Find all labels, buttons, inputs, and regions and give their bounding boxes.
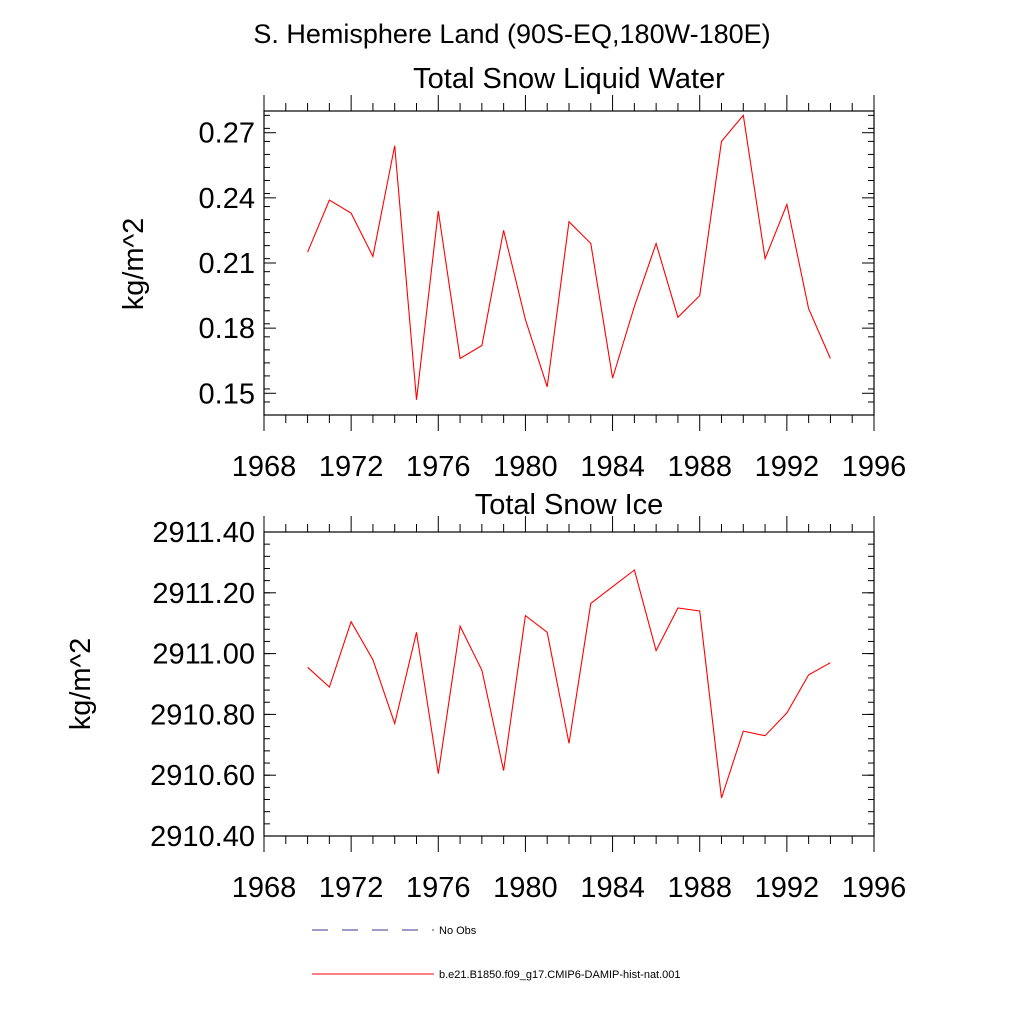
- y-axis-label: kg/m^2: [65, 638, 97, 731]
- x-tick-label: 1980: [493, 451, 558, 483]
- legend-label-model: b.e21.B1850.f09_g17.CMIP6-DAMIP-hist-nat…: [439, 969, 681, 981]
- plot-frame: [263, 110, 875, 416]
- panel-snow-ice: Total Snow Ice kg/m^2 1968 1972 1976 1980 19…: [65, 489, 906, 904]
- x-tick-label: 1992: [755, 872, 820, 904]
- x-tick-label: 1996: [842, 872, 907, 904]
- plot-frame: [263, 531, 875, 837]
- y-tick-label: 0.15: [199, 378, 255, 410]
- series-line: [307, 114, 831, 400]
- y-tick-label: 0.24: [199, 183, 255, 215]
- y-tick-label: 2911.20: [152, 578, 255, 610]
- x-tick-label: 1968: [232, 872, 297, 904]
- y-tick-label: 2910.40: [150, 821, 255, 853]
- y-tick-label: 0.21: [199, 248, 255, 280]
- x-tick-label: 1984: [580, 451, 645, 483]
- y-tick-label: 2910.60: [150, 760, 255, 792]
- y-tick-label: 2911.40: [152, 517, 255, 549]
- panel-title: Total Snow Liquid Water: [413, 63, 725, 95]
- y-tick-label: 2910.80: [150, 699, 255, 731]
- series-line: [307, 569, 831, 799]
- x-tick-label: 1992: [755, 451, 820, 483]
- x-tick-label: 1996: [842, 451, 907, 483]
- figure-title: S. Hemisphere Land (90S-EQ,180W-180E): [253, 19, 770, 49]
- panel-snow-liquid-water: Total Snow Liquid Water kg/m^2 1968 1972 1…: [118, 63, 906, 483]
- x-tick-label: 1976: [406, 872, 471, 904]
- y-tick-label: 0.27: [199, 118, 255, 150]
- x-tick-label: 1972: [319, 872, 384, 904]
- y-tick-label: 2911.00: [152, 639, 255, 671]
- x-tick-label: 1972: [319, 451, 384, 483]
- x-tick-label: 1980: [493, 872, 558, 904]
- x-tick-label: 1976: [406, 451, 471, 483]
- legend-label-no-obs: No Obs: [439, 925, 477, 937]
- x-tick-label: 1988: [667, 451, 732, 483]
- legend: No Obs b.e21.B1850.f09_g17.CMIP6-DAMIP-h…: [312, 925, 681, 981]
- y-axis-label: kg/m^2: [118, 218, 150, 311]
- x-tick-label: 1988: [667, 872, 732, 904]
- x-tick-label: 1984: [580, 872, 645, 904]
- panel-title: Total Snow Ice: [475, 489, 664, 521]
- x-tick-label: 1968: [232, 451, 297, 483]
- y-tick-label: 0.18: [199, 313, 255, 345]
